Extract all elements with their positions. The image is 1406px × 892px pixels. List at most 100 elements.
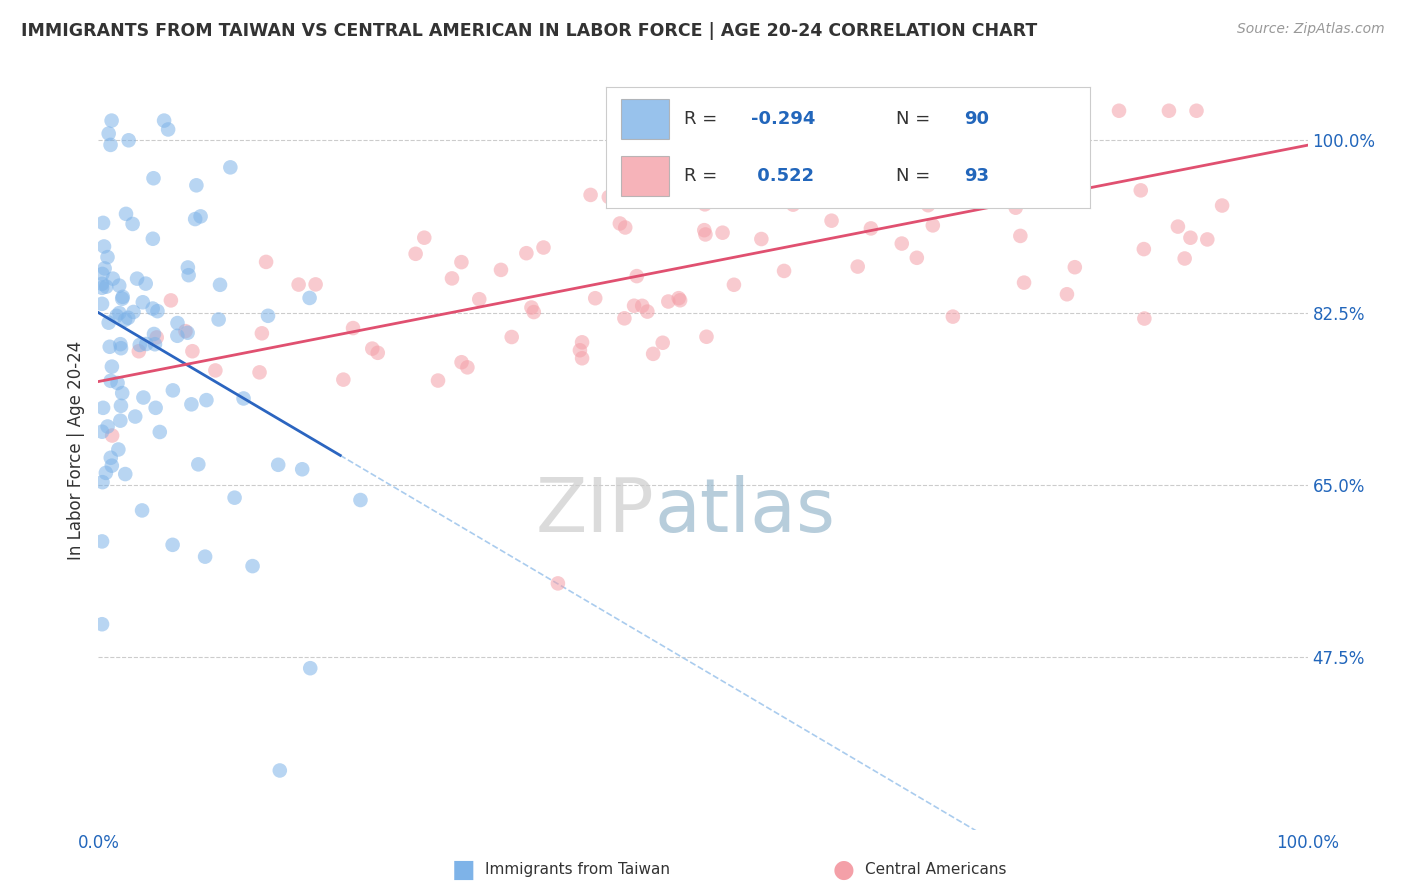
Point: [489, 263, 512, 277]
Point: [208, 277, 231, 292]
Point: [131, 503, 153, 517]
Point: [110, 341, 132, 355]
Point: [269, 764, 291, 778]
Point: [905, 251, 928, 265]
Point: [859, 221, 882, 235]
Point: [190, 210, 212, 224]
Point: [135, 277, 157, 291]
Point: [254, 255, 277, 269]
Point: [142, 301, 165, 316]
Point: [91, 216, 114, 230]
Point: [93, 261, 115, 276]
Point: [219, 161, 242, 175]
Point: [1052, 158, 1074, 172]
Point: [921, 219, 943, 233]
Point: [117, 310, 139, 325]
Point: [176, 326, 198, 340]
Point: [98, 340, 121, 354]
Point: [820, 213, 842, 227]
Point: [187, 458, 209, 472]
Point: [128, 344, 150, 359]
Point: [440, 271, 463, 285]
Point: [405, 247, 427, 261]
Point: [287, 277, 309, 292]
Point: [153, 113, 176, 128]
Text: Source: ZipAtlas.com: Source: ZipAtlas.com: [1237, 22, 1385, 37]
Point: [162, 538, 184, 552]
Point: [1012, 276, 1035, 290]
Point: [773, 264, 796, 278]
Point: [643, 347, 665, 361]
Point: [100, 450, 122, 465]
Point: [468, 292, 491, 306]
Point: [108, 306, 131, 320]
Point: [657, 294, 679, 309]
Point: [621, 157, 644, 171]
Point: [100, 137, 122, 152]
Point: [108, 278, 131, 293]
Point: [332, 373, 354, 387]
Point: [142, 171, 165, 186]
Point: [1108, 103, 1130, 118]
Point: [97, 127, 120, 141]
Point: [114, 312, 136, 326]
Point: [91, 277, 114, 291]
Point: [626, 269, 648, 284]
Point: [107, 442, 129, 457]
Point: [367, 346, 389, 360]
Point: [181, 344, 204, 359]
Text: ■: ■: [453, 858, 475, 881]
Point: [533, 240, 555, 254]
Point: [942, 310, 965, 324]
Point: [614, 220, 637, 235]
Point: [1063, 260, 1085, 275]
Point: [986, 161, 1008, 176]
Point: [1174, 252, 1197, 266]
Point: [111, 290, 134, 304]
Point: [623, 299, 645, 313]
Point: [122, 305, 145, 319]
Point: [157, 122, 180, 136]
Point: [547, 576, 569, 591]
Y-axis label: In Labor Force | Age 20-24: In Labor Force | Age 20-24: [66, 341, 84, 560]
Point: [180, 397, 202, 411]
Point: [669, 293, 692, 308]
Point: [1004, 201, 1026, 215]
Point: [91, 267, 114, 281]
Point: [1167, 219, 1189, 234]
Point: [107, 376, 129, 390]
Point: [143, 337, 166, 351]
Point: [186, 178, 208, 193]
Point: [124, 409, 146, 424]
Point: [267, 458, 290, 472]
Point: [583, 291, 606, 305]
Point: [91, 475, 114, 490]
Point: [160, 293, 183, 308]
Point: [121, 217, 143, 231]
Text: IMMIGRANTS FROM TAIWAN VS CENTRAL AMERICAN IN LABOR FORCE | AGE 20-24 CORRELATIO: IMMIGRANTS FROM TAIWAN VS CENTRAL AMERIC…: [21, 22, 1038, 40]
Point: [91, 425, 114, 439]
Point: [571, 335, 593, 350]
Text: Immigrants from Taiwan: Immigrants from Taiwan: [485, 863, 671, 877]
Point: [631, 299, 654, 313]
Point: [711, 226, 734, 240]
Point: [571, 351, 593, 366]
Point: [110, 337, 132, 351]
Point: [668, 291, 690, 305]
Point: [101, 428, 124, 442]
Point: [125, 271, 148, 285]
Point: [598, 190, 620, 204]
Point: [114, 467, 136, 481]
Point: [782, 197, 804, 211]
Text: Central Americans: Central Americans: [865, 863, 1007, 877]
Point: [100, 374, 122, 388]
Point: [96, 279, 118, 293]
Point: [613, 311, 636, 326]
Point: [132, 391, 155, 405]
Point: [917, 198, 939, 212]
Point: [111, 386, 134, 401]
Point: [91, 401, 114, 415]
Point: [693, 197, 716, 211]
Point: [101, 458, 124, 473]
Point: [1010, 228, 1032, 243]
